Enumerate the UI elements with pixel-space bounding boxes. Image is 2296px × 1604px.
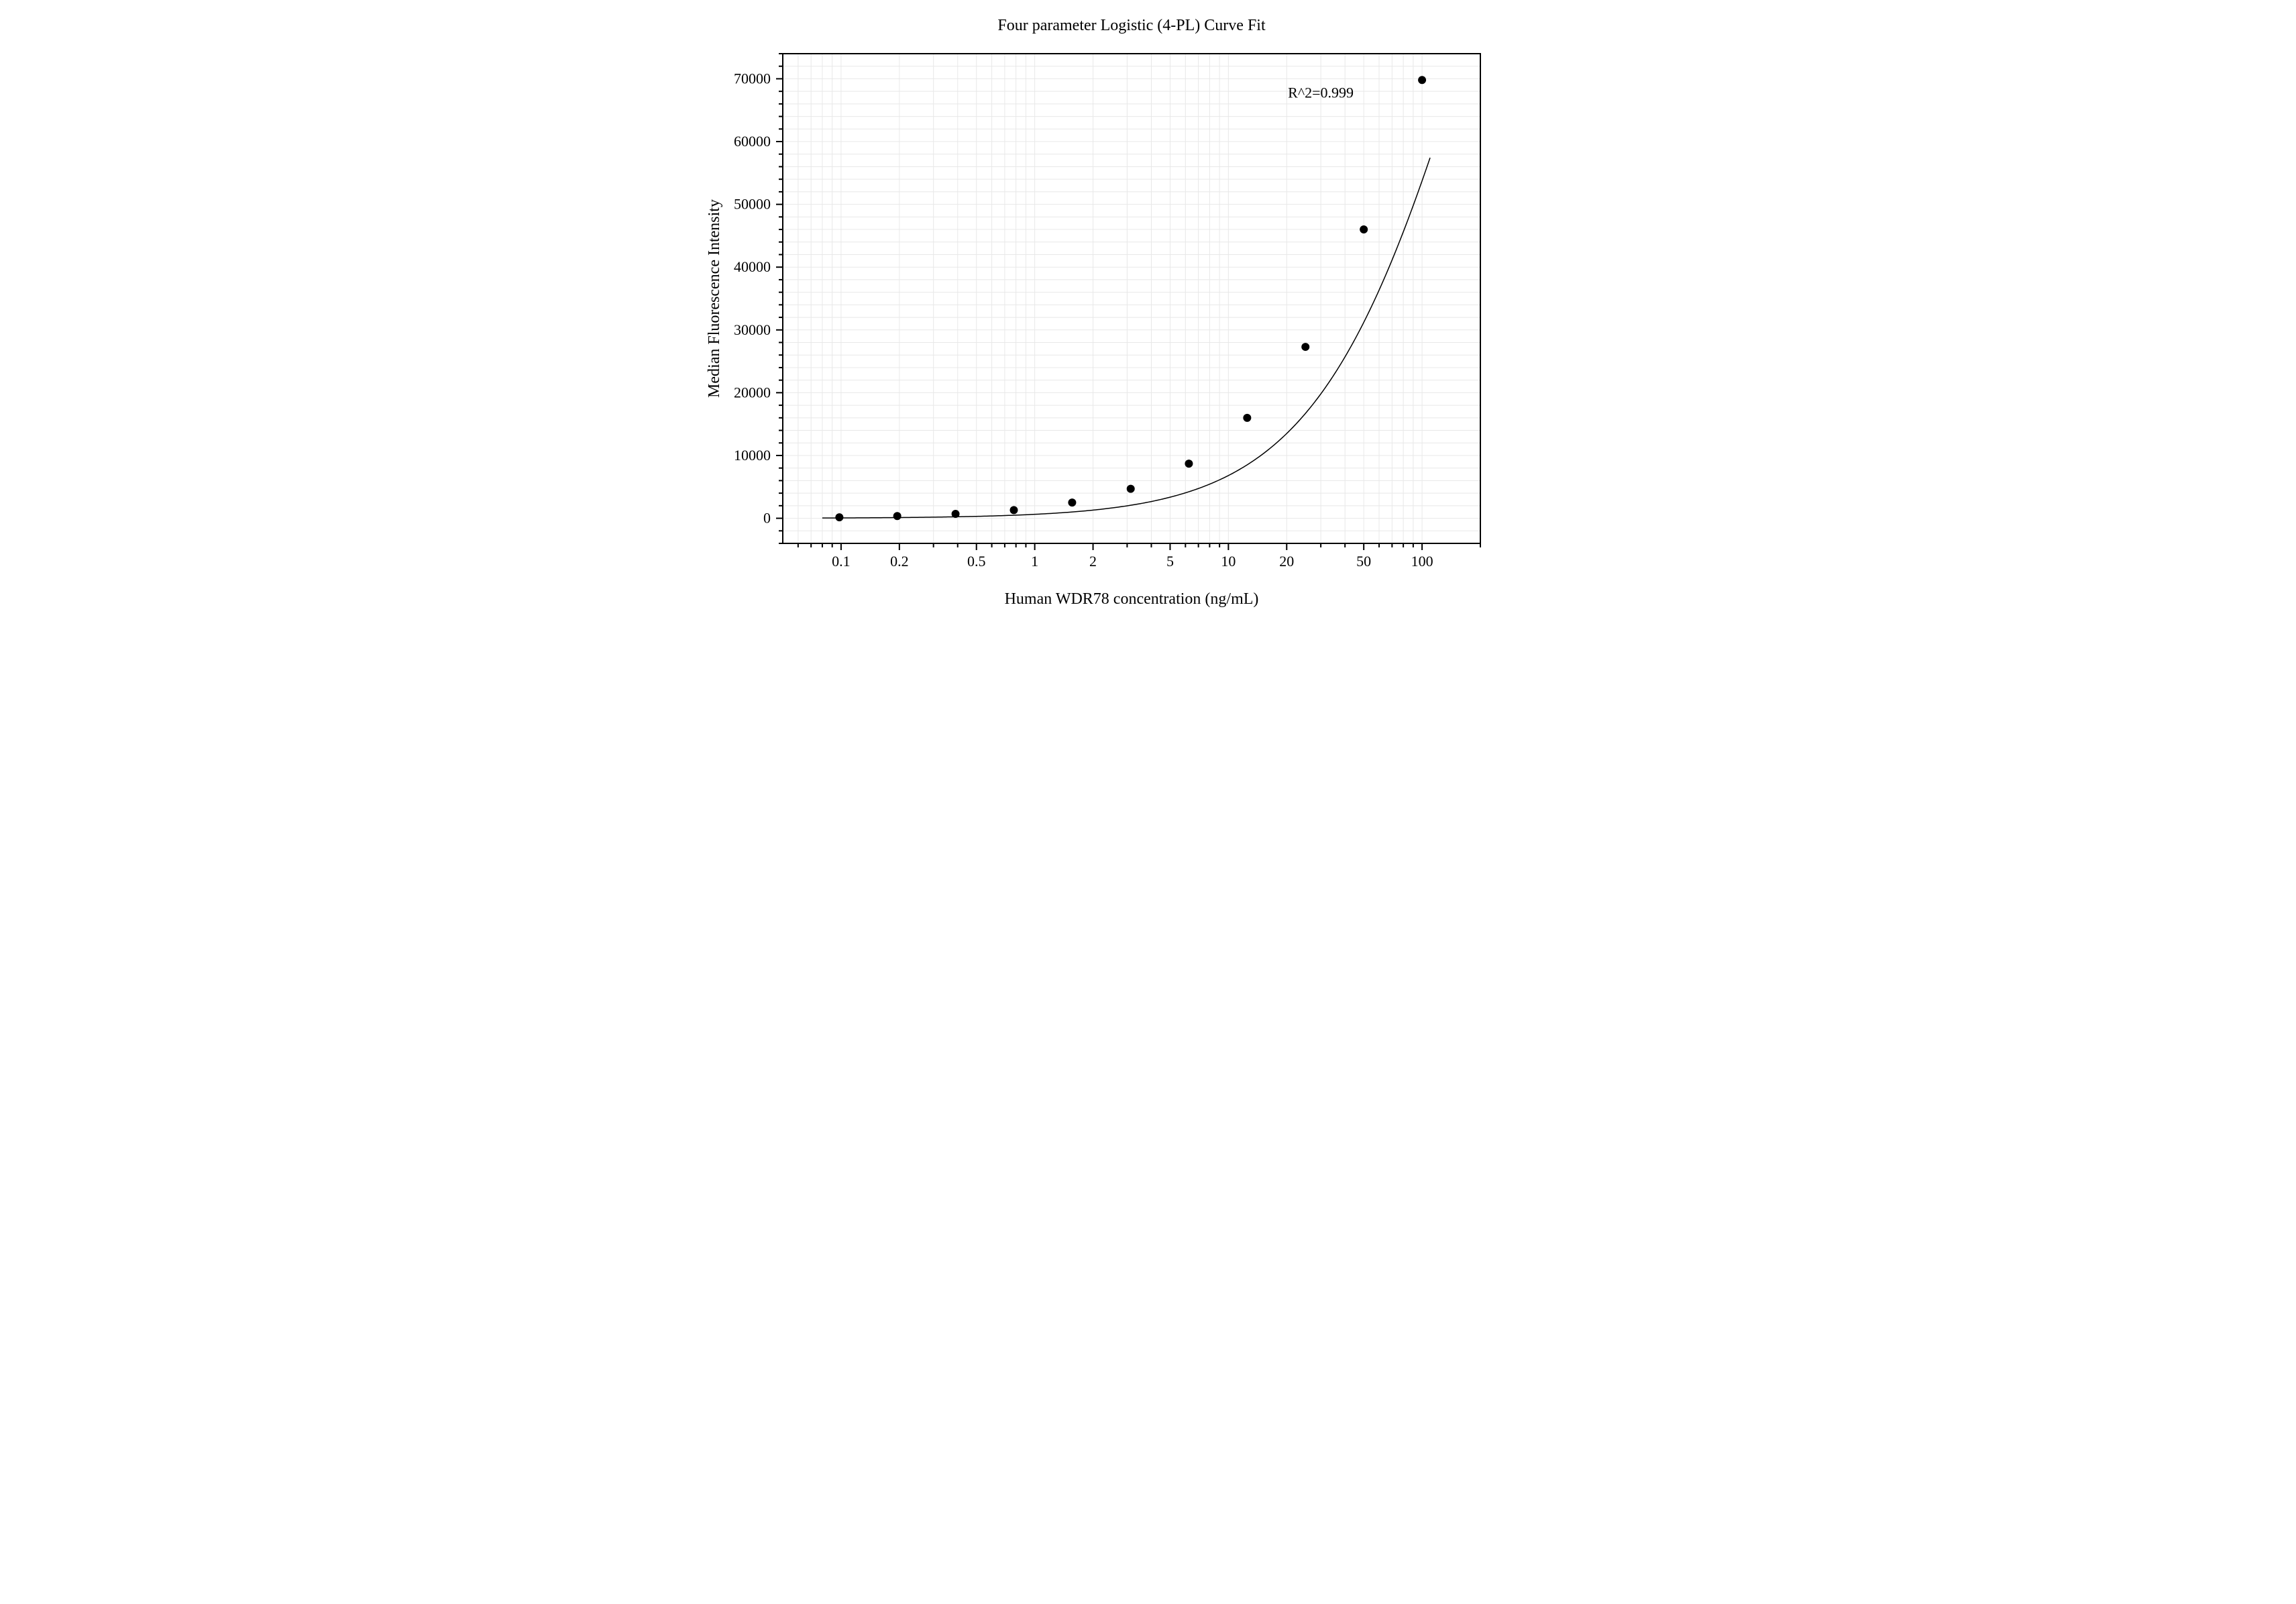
x-tick-label: 2 [1089,553,1097,570]
x-tick-label: 0.5 [967,553,985,570]
y-tick-label: 40000 [734,258,771,275]
chart-container: 0.1 0.2 0.5 1 2 5 10 20 50 100 0 10000 20000 30000 400… [635,0,1661,718]
y-tick-label: 20000 [734,384,771,400]
data-point [951,510,959,518]
data-point [1185,460,1193,468]
x-tick-label: 0.2 [890,553,909,570]
data-point [1009,506,1018,514]
y-tick-label: 50000 [734,196,771,213]
x-tick-label: 5 [1166,553,1173,570]
chart-background [635,0,1661,718]
y-tick-label: 70000 [734,70,771,87]
x-tick-label: 1 [1031,553,1038,570]
y-tick-label: 60000 [734,133,771,150]
y-tick-label: 30000 [734,321,771,338]
x-tick-label: 50 [1356,553,1371,570]
data-point [1243,414,1251,422]
data-point [1418,76,1426,84]
x-axis-label: Human WDR78 concentration (ng/mL) [1004,590,1258,608]
chart-svg: 0.1 0.2 0.5 1 2 5 10 20 50 100 0 10000 20000 30000 400… [635,0,1661,718]
y-axis-label: Median Fluorescence Intensity [706,199,723,398]
y-tick-label: 10000 [734,447,771,464]
x-tick-label: 10 [1221,553,1236,570]
r-squared-annotation: R^2=0.999 [1288,85,1354,101]
x-tick-label: 100 [1411,553,1433,570]
x-tick-label: 20 [1279,553,1294,570]
chart-title: Four parameter Logistic (4-PL) Curve Fit [997,17,1266,34]
x-tick-label: 0.1 [832,553,851,570]
data-point [1068,498,1076,506]
data-point [893,512,901,520]
data-point [1301,343,1309,351]
data-point [835,513,843,521]
data-point [1126,485,1134,493]
data-point [1360,225,1368,233]
y-tick-label: 0 [763,510,771,527]
